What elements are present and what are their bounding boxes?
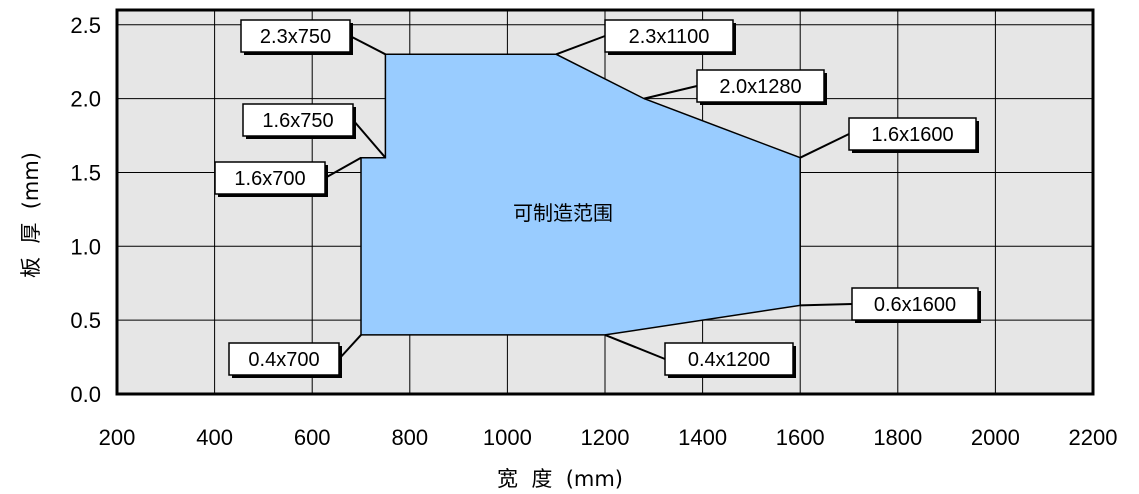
- callout-leader: [338, 334, 362, 360]
- x-tick-label: 1200: [581, 425, 630, 450]
- x-tick-label: 1000: [483, 425, 532, 450]
- y-axis-label: 板 厚 (mm): [19, 152, 43, 278]
- callout-box: [851, 287, 979, 321]
- callout-label: 2.3x1100: [629, 26, 710, 48]
- callout-label: 0.4x700: [248, 349, 319, 371]
- x-tick-label: 1800: [873, 425, 922, 450]
- x-tick-label: 1600: [776, 425, 825, 450]
- region-label: 可制造范围: [513, 201, 613, 225]
- x-tick-label: 200: [99, 425, 136, 450]
- callout-box: [696, 69, 825, 103]
- callout-box: [848, 117, 977, 151]
- y-tick-label: 1.0: [70, 234, 101, 259]
- plot-frame: [115, 8, 1095, 396]
- callout-label: 1.6x1600: [871, 124, 953, 146]
- x-tick-label: 400: [196, 425, 233, 450]
- callout-label: 0.4x1200: [688, 349, 770, 371]
- callout-leader: [800, 303, 853, 307]
- callout-leader: [643, 85, 698, 100]
- y-tick-label: 0.0: [70, 382, 101, 407]
- x-tick-label: 600: [294, 425, 331, 450]
- x-tick-label: 800: [391, 425, 428, 450]
- callout-leader: [555, 35, 606, 56]
- x-axis-label: 宽 度 (mm): [497, 467, 623, 491]
- callout-box: [604, 19, 734, 53]
- y-tick-label: 2.5: [70, 13, 101, 38]
- callout-leader: [604, 333, 666, 360]
- x-tick-label: 2000: [971, 425, 1020, 450]
- callout-label: 2.0x1280: [719, 76, 801, 98]
- callout-label: 2.3x750: [260, 26, 331, 48]
- callout-leader: [352, 119, 387, 159]
- callout-label: 1.6x750: [262, 110, 333, 132]
- x-tick-label: 2200: [1069, 425, 1118, 450]
- y-tick-label: 1.5: [70, 160, 101, 185]
- callout-box: [242, 103, 354, 137]
- y-tick-label: 0.5: [70, 308, 101, 333]
- x-tick-labels: 200 400 600 800 1000 1200 1400 1600 1800 2000 2200: [99, 425, 1118, 450]
- x-tick-label: 1400: [678, 425, 727, 450]
- callouts: 2.3x750 2.3x1100 2.0x1280 1.6x750 1.6x700 1.6…: [214, 19, 981, 378]
- callout-box: [240, 19, 351, 53]
- callout-leader: [349, 35, 386, 56]
- callout-box: [664, 342, 794, 376]
- callout-box: [228, 342, 340, 376]
- y-tick-label: 2.0: [70, 87, 101, 112]
- callout-leader: [799, 133, 850, 159]
- manufacturable-region: [360, 53, 801, 336]
- callout-leader: [324, 156, 362, 179]
- callout-label: 0.6x1600: [874, 294, 956, 316]
- y-tick-labels: 0.0 0.5 1.0 1.5 2.0 2.5: [70, 13, 101, 407]
- callout-label: 1.6x700: [234, 168, 305, 190]
- callout-box: [214, 161, 326, 195]
